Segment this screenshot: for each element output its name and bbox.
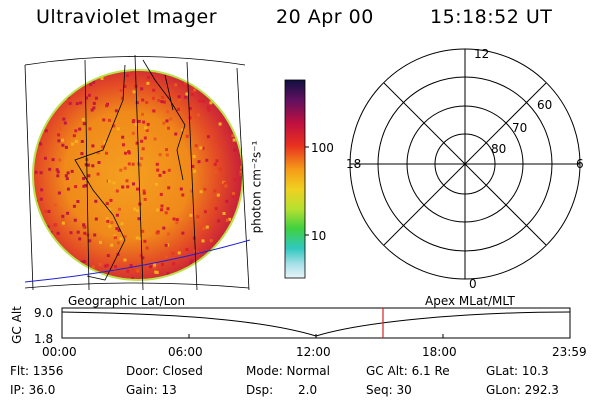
colorbar-label: photon cm⁻²s⁻¹	[249, 140, 264, 234]
flight-number: Flt: 1356	[10, 364, 64, 378]
instrument-title: Ultraviolet Imager	[36, 6, 218, 28]
altitude-tick-1-8: 1.8	[34, 332, 54, 346]
lat-label-80: 80	[491, 142, 507, 156]
uv-image-panel	[24, 54, 251, 291]
altitude-axis-label: GC Alt	[9, 306, 24, 344]
altitude-curve	[61, 311, 571, 337]
mlat-mlt-polar-plot	[349, 48, 581, 280]
sequence-number: Seq: 30	[366, 383, 412, 397]
mode-status: Mode: Normal	[246, 364, 330, 378]
altitude-plot	[61, 307, 571, 339]
lat-lon-grid	[24, 54, 250, 291]
gain-value: Gain: 13	[126, 383, 177, 397]
geo-latitude: GLat: 10.3	[486, 364, 549, 378]
time-label: 15:18:52 UT	[430, 6, 553, 28]
dsp-label: Dsp:	[246, 383, 274, 397]
altitude-tick-9: 9.0	[34, 306, 54, 320]
mlt-label-18: 18	[346, 157, 362, 171]
time-tick-1800: 18:00	[422, 345, 457, 359]
mlt-label-6: 6	[576, 157, 584, 171]
dsp-value: 2.0	[298, 383, 318, 397]
time-tick-0600: 06:00	[168, 345, 203, 359]
right-panel-title: Apex MLat/MLT	[425, 294, 515, 308]
lat-label-70: 70	[512, 121, 528, 135]
ip-value: IP: 36.0	[10, 383, 56, 397]
colorbar	[284, 79, 309, 279]
time-tick-0000: 00:00	[42, 345, 77, 359]
time-tick-2359: 23:59	[552, 345, 587, 359]
left-panel-title: Geographic Lat/Lon	[68, 294, 186, 308]
date-label: 20 Apr 00	[276, 6, 374, 28]
terminator-line	[24, 239, 251, 283]
colorbar-tick-10: 10	[311, 229, 327, 243]
geo-longitude: GLon: 292.3	[486, 383, 559, 397]
gc-altitude: GC Alt: 6.1 Re	[366, 364, 450, 378]
coastline	[74, 59, 186, 281]
door-status: Door: Closed	[126, 364, 203, 378]
lat-label-60: 60	[537, 98, 553, 112]
mlt-label-12: 12	[474, 47, 490, 61]
colorbar-tick-100: 100	[311, 141, 334, 155]
time-tick-1200: 12:00	[296, 345, 331, 359]
mlt-label-0: 0	[469, 277, 477, 291]
